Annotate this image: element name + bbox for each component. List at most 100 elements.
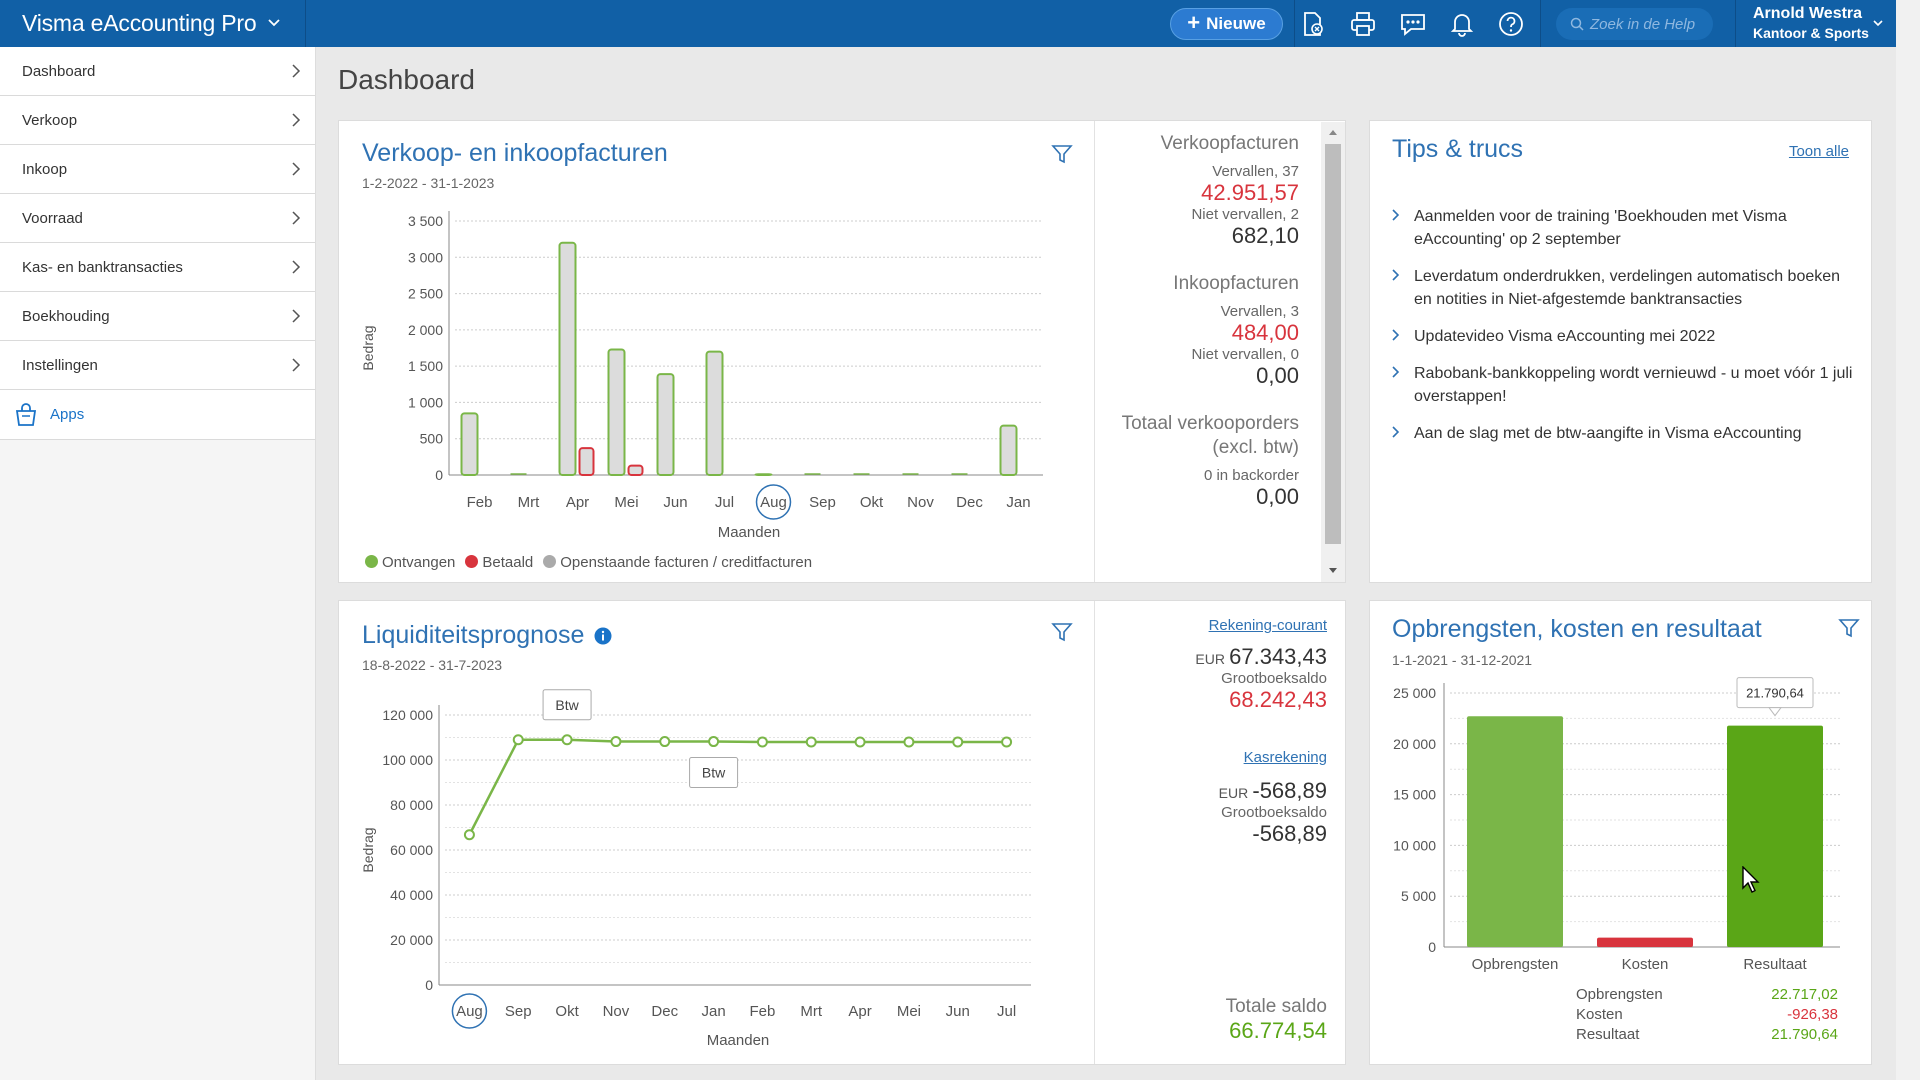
x-tick-label: Dec: [651, 1003, 678, 1020]
mouse-cursor-icon: [1742, 866, 1760, 893]
app-switcher[interactable]: Visma eAccounting Pro: [0, 0, 306, 47]
row-value: 21.790,64: [1771, 1026, 1838, 1043]
y-tick-label: 20 000: [390, 932, 433, 948]
sidebar-item-kas-bank[interactable]: Kas- en banktransacties: [0, 243, 315, 292]
user-name: Arnold Westra: [1753, 5, 1863, 22]
ledger-label: Grootboeksaldo: [1221, 804, 1327, 821]
results-row-result: Resultaat 21.790,64: [1576, 1025, 1838, 1045]
purchase-invoices-heading: Inkoopfacturen: [1173, 273, 1299, 294]
sidebar-item-inkoop[interactable]: Inkoop: [0, 145, 315, 194]
help-icon[interactable]: [1495, 8, 1527, 40]
legend-item-paid[interactable]: Betaald: [465, 554, 533, 571]
data-point: [854, 736, 866, 748]
tip-item[interactable]: Rabobank-bankkoppeling wordt vernieuwd -…: [1392, 362, 1860, 408]
y-tick-label: 5 000: [1401, 888, 1436, 904]
scrollbar-thumb[interactable]: [1325, 144, 1341, 544]
sales-orders-amount[interactable]: 0,00: [1256, 484, 1299, 509]
chevron-down-icon: [1873, 20, 1883, 27]
y-tick-label: 80 000: [390, 797, 433, 813]
sidebar-item-verkoop[interactable]: Verkoop: [0, 96, 315, 145]
sidebar-item-label: Boekhouding: [22, 307, 110, 325]
cash-account-link[interactable]: Kasrekening: [1243, 749, 1327, 766]
purchase-overdue-amount[interactable]: 484,00: [1231, 320, 1299, 345]
x-tick-label: Okt: [860, 494, 884, 511]
bar-paid: [627, 464, 644, 476]
sidebar-item-instellingen[interactable]: Instellingen: [0, 341, 315, 390]
x-tick-label: Apr: [848, 1003, 871, 1020]
x-tick-label: Jan: [701, 1003, 725, 1020]
help-search-input[interactable]: Zoek in de Help: [1556, 8, 1713, 40]
legend-item-open[interactable]: Openstaande facturen / creditfacturen: [543, 554, 812, 571]
annotation-box: [542, 689, 592, 721]
document-icon[interactable]: [1297, 8, 1329, 40]
filter-icon[interactable]: [1051, 621, 1073, 643]
divider: [1094, 601, 1095, 1064]
x-tick-label: Mrt: [800, 1003, 822, 1020]
sidebar-item-boekhouding[interactable]: Boekhouding: [0, 292, 315, 341]
scroll-up-icon[interactable]: [1328, 128, 1338, 136]
ledger-label: Grootboeksaldo: [1221, 670, 1327, 687]
backorder-label: 0 in backorder: [1203, 467, 1299, 484]
data-point: [756, 736, 768, 748]
tips-card: Tips & trucs Toon alle Aanmelden voor de…: [1369, 120, 1872, 583]
sales-notdue-label: Niet vervallen, 2: [1191, 206, 1299, 223]
y-tick-label: 3 500: [408, 213, 443, 229]
bar-received: [656, 373, 675, 476]
tip-item[interactable]: Aan de slag met de btw-aangifte in Visma…: [1392, 422, 1860, 445]
chevron-right-icon: [292, 358, 301, 372]
chat-icon[interactable]: [1397, 8, 1429, 40]
x-tick-label: Jun: [946, 1003, 970, 1020]
data-point: [659, 736, 671, 748]
y-tick-label: 3 000: [408, 249, 443, 265]
x-tick-label: Sep: [505, 1003, 532, 1020]
data-point: [903, 736, 915, 748]
x-tick-label: Aug: [760, 494, 787, 511]
tip-item[interactable]: Leverdatum onderdrukken, verdelingen aut…: [1392, 265, 1860, 311]
legend-item-received[interactable]: Ontvangen: [365, 554, 455, 571]
data-point: [708, 736, 720, 748]
sales-overdue-amount[interactable]: 42.951,57: [1201, 180, 1299, 205]
print-icon[interactable]: [1347, 8, 1379, 40]
tip-item[interactable]: Updatevideo Visma eAccounting mei 2022: [1392, 325, 1860, 348]
summary-scrollbar[interactable]: [1321, 122, 1345, 582]
bar-received: [705, 350, 724, 476]
sidebar-item-apps[interactable]: Apps: [0, 390, 315, 440]
tip-text: Updatevideo Visma eAccounting mei 2022: [1414, 328, 1716, 345]
liquidity-title: Liquiditeitsprognose: [362, 621, 585, 649]
sidebar-item-voorraad[interactable]: Voorraad: [0, 194, 315, 243]
scroll-down-icon[interactable]: [1328, 567, 1338, 575]
tip-item[interactable]: Aanmelden voor de training 'Boekhouden m…: [1392, 205, 1860, 251]
x-axis-title: Maanden: [718, 524, 781, 541]
sidebar-item-dashboard[interactable]: Dashboard: [0, 47, 315, 96]
y-tick-label: 500: [420, 431, 444, 447]
sales-notdue-amount[interactable]: 682,10: [1231, 223, 1299, 248]
legend-dot: [365, 555, 378, 568]
purchase-notdue-amount[interactable]: 0,00: [1256, 363, 1299, 388]
chevron-right-icon: [292, 309, 301, 323]
bar-received: [607, 348, 626, 476]
sidebar-item-label: Verkoop: [22, 111, 78, 129]
data-point: [463, 829, 475, 841]
show-all-link[interactable]: Toon alle: [1788, 143, 1849, 160]
y-tick-label: 2 500: [408, 286, 443, 302]
new-button[interactable]: + Nieuwe: [1170, 8, 1283, 40]
bell-icon[interactable]: [1446, 8, 1478, 40]
tooltip-label: 21.790,64: [1746, 686, 1804, 701]
purchase-notdue-label: Niet vervallen, 0: [1191, 346, 1299, 363]
apps-label: Apps: [50, 406, 85, 423]
total-balance-amount: 66.774,54: [1229, 1018, 1327, 1043]
y-tick-label: 0: [425, 977, 433, 993]
chevron-right-icon: [1392, 366, 1400, 378]
legend-dot: [465, 555, 479, 568]
liquidity-line-chart: 0 20 000 40 000 60 000 80 000 100 000 120 000 B…: [360, 689, 1031, 1049]
invoices-card: Verkoop- en inkoopfacturen 1-2-2022 - 31…: [338, 120, 1346, 583]
user-menu[interactable]: Arnold Westra Kantoor & Sports: [1735, 0, 1896, 47]
page-scrollbar[interactable]: [1896, 0, 1920, 1080]
x-tick-label: Jul: [715, 494, 734, 511]
bar-resultaat: [1727, 725, 1823, 947]
filter-icon[interactable]: [1838, 617, 1860, 639]
current-account-link[interactable]: Rekening-courant: [1208, 617, 1327, 634]
filter-icon[interactable]: [1051, 143, 1073, 165]
results-row-revenue: Opbrengsten 22.717,02: [1576, 985, 1838, 1005]
info-icon[interactable]: [594, 627, 612, 645]
